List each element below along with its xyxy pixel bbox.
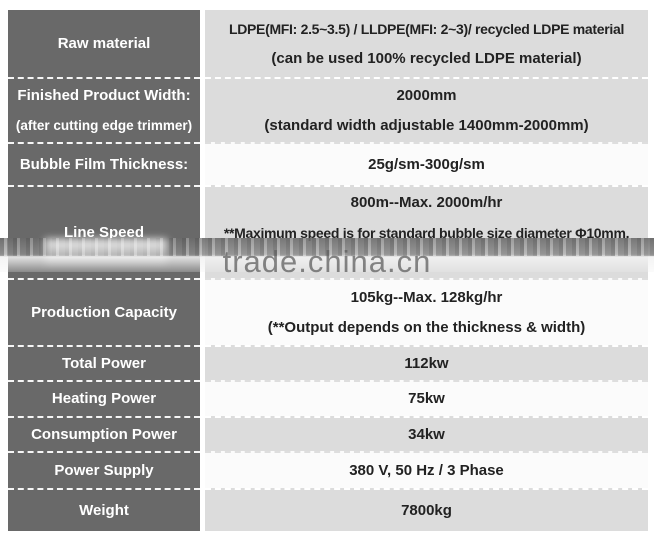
row-label-cell: Power Supply [8,451,200,488]
value-line: 105kg--Max. 128kg/hr [350,288,503,306]
value-line: 2000mm [396,86,457,104]
row-value-cell: 34kw [205,416,648,451]
label-line: Line Speed [63,223,145,241]
row-value-cell: 25g/sm-300g/sm [205,142,648,185]
row-label-cell: Heating Power [8,380,200,416]
label-line: Total Power [62,354,146,372]
table-row-total-power: Total Power 112kw [8,345,648,380]
row-value-cell: LDPE(MFI: 2.5~3.5) / LLDPE(MFI: 2~3)/ re… [205,10,648,77]
table-row-raw-material: Raw material LDPE(MFI: 2.5~3.5) / LLDPE(… [8,10,648,77]
row-label-cell: Production Capacity [8,278,200,345]
row-label-cell: Line Speed [8,185,200,278]
label-line: Bubble Film Thickness: [19,155,189,173]
label-line: Heating Power [51,390,157,407]
value-line: LDPE(MFI: 2.5~3.5) / LLDPE(MFI: 2~3)/ re… [228,20,625,37]
row-label-cell: Consumption Power [8,416,200,451]
label-line: (after cutting edge trimmer) [15,117,193,133]
row-value-cell: 800m--Max. 2000m/hr **Maximum speed is f… [205,185,648,278]
row-value-cell: 75kw [205,380,648,416]
table-row-production-capacity: Production Capacity 105kg--Max. 128kg/hr… [8,278,648,345]
label-line: Production Capacity [31,303,177,321]
row-label-cell: Raw material [8,10,200,77]
value-line: (**Output depends on the thickness & wid… [267,318,586,336]
row-label-cell: Bubble Film Thickness: [8,142,200,185]
table-row-finished-product-width: Finished Product Width: (after cutting e… [8,77,648,142]
label-line: Weight [79,501,129,519]
table-row-power-supply: Power Supply 380 V, 50 Hz / 3 Phase [8,451,648,488]
label-line: Power Supply [54,461,154,479]
row-label-cell: Finished Product Width: (after cutting e… [8,77,200,142]
row-value-cell: 380 V, 50 Hz / 3 Phase [205,451,648,488]
row-label-cell: Weight [8,488,200,531]
value-line: 25g/sm-300g/sm [368,155,485,173]
table-row-line-speed: Line Speed 800m--Max. 2000m/hr **Maximum… [8,185,648,278]
row-label-cell: Total Power [8,345,200,380]
row-value-cell: 105kg--Max. 128kg/hr (**Output depends o… [205,278,648,345]
value-line: 75kw [408,390,445,407]
value-line: (can be used 100% recycled LDPE material… [271,49,582,67]
table-row-weight: Weight 7800kg [8,488,648,531]
row-value-cell: 112kw [205,345,648,380]
value-line: (standard width adjustable 1400mm-2000mm… [264,116,589,134]
spec-table: Raw material LDPE(MFI: 2.5~3.5) / LLDPE(… [8,10,648,531]
label-line: Consumption Power [31,425,177,443]
label-line: Raw material [57,34,151,52]
value-line: **Maximum speed is for standard bubble s… [223,225,630,241]
table-row-heating-power: Heating Power 75kw [8,380,648,416]
label-line: Finished Product Width: [17,86,191,104]
table-row-consumption-power: Consumption Power 34kw [8,416,648,451]
value-line: 112kw [404,354,449,372]
table-row-bubble-film-thickness: Bubble Film Thickness: 25g/sm-300g/sm [8,142,648,185]
value-line: 7800kg [401,501,452,519]
value-line: 800m--Max. 2000m/hr [350,194,503,211]
row-value-cell: 2000mm (standard width adjustable 1400mm… [205,77,648,142]
value-line: 380 V, 50 Hz / 3 Phase [349,461,504,479]
value-line: 34kw [408,425,445,443]
row-value-cell: 7800kg [205,488,648,531]
